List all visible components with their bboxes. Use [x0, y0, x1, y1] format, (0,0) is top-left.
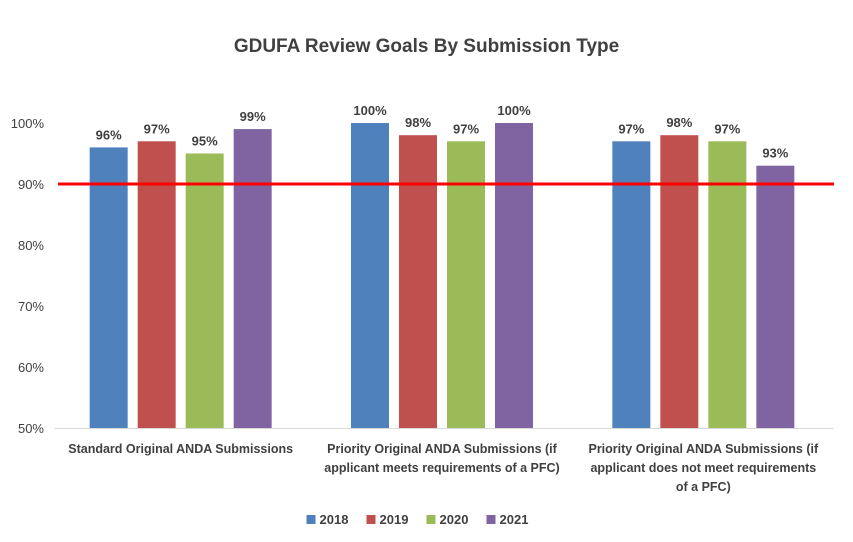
x-tick-label: of a PFC): [676, 480, 731, 494]
x-tick-label: Priority Original ANDA Submissions (if: [588, 442, 818, 456]
x-tick-label: Standard Original ANDA Submissions: [68, 442, 293, 456]
chart-title: GDUFA Review Goals By Submission Type: [234, 36, 619, 57]
data-label: 97%: [714, 121, 740, 136]
bar: [612, 141, 651, 429]
bar: [495, 123, 533, 428]
y-tick-label: 90%: [18, 177, 44, 192]
data-label: 97%: [453, 121, 479, 136]
y-tick-label: 100%: [11, 116, 45, 131]
x-tick-label: applicant does not meet requirements: [590, 461, 816, 475]
bar: [708, 141, 747, 429]
legend: 2018 2019 2020 2021: [306, 512, 529, 527]
data-label: 96%: [96, 127, 122, 142]
data-label: 95%: [192, 134, 218, 149]
legend-label: 2019: [380, 512, 409, 527]
plot-area: 50% 60% 70% 80% 90% 100% 96% 97% 95% 99% Standard …: [11, 103, 834, 494]
bar: [351, 123, 389, 428]
bar: [447, 141, 485, 429]
bar: [233, 129, 272, 428]
data-label: 97%: [144, 121, 170, 136]
bar: [660, 135, 699, 428]
data-label: 100%: [353, 103, 387, 118]
legend-label: 2021: [500, 512, 529, 527]
bar: [756, 165, 795, 428]
data-label: 98%: [405, 115, 431, 130]
y-tick-label: 60%: [18, 360, 44, 375]
data-label: 97%: [618, 121, 644, 136]
legend-swatch: [306, 515, 316, 524]
y-tick-label: 50%: [18, 421, 44, 436]
data-label: 98%: [666, 115, 692, 130]
legend-swatch: [426, 515, 436, 524]
y-tick-label: 70%: [18, 299, 44, 314]
x-tick-label: Priority Original ANDA Submissions (if: [327, 442, 557, 456]
bar: [89, 147, 128, 428]
bar: [399, 135, 437, 428]
data-label: 93%: [762, 146, 788, 161]
data-label: 99%: [240, 109, 266, 124]
bar: [185, 153, 224, 428]
data-label: 100%: [497, 103, 531, 118]
y-tick-label: 80%: [18, 238, 44, 253]
bar: [137, 141, 176, 429]
legend-swatch: [486, 515, 496, 524]
legend-label: 2018: [320, 512, 349, 527]
legend-label: 2020: [440, 512, 469, 527]
legend-swatch: [366, 515, 376, 524]
x-tick-label: applicant meets requirements of a PFC): [324, 461, 559, 475]
